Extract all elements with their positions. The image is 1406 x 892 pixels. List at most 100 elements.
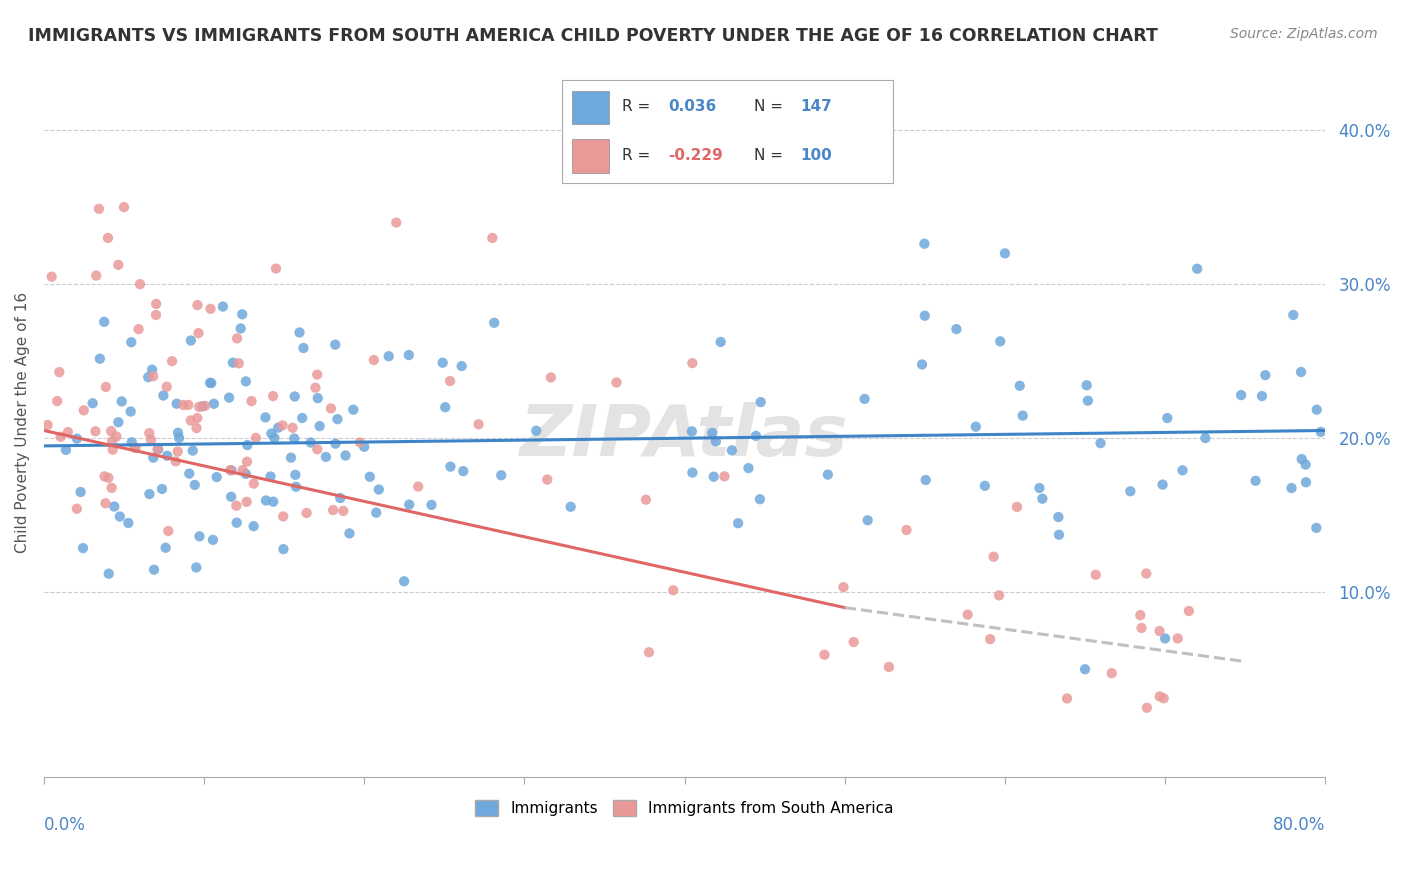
Point: [72, 541, 94, 555]
Point: [156, 449, 179, 463]
Point: [93, 315, 115, 329]
Point: [681, 466, 703, 480]
Point: [120, 404, 142, 418]
Point: [292, 341, 315, 355]
Text: 100: 100: [800, 148, 832, 162]
Point: [262, 494, 284, 508]
Point: [979, 632, 1001, 647]
Point: [179, 467, 201, 481]
Point: [1230, 388, 1253, 402]
Point: [713, 469, 735, 483]
Point: [322, 503, 344, 517]
Point: [273, 542, 295, 557]
Point: [332, 504, 354, 518]
Point: [304, 381, 326, 395]
Point: [560, 500, 582, 514]
Point: [188, 529, 211, 543]
Point: [1156, 411, 1178, 425]
Point: [66, 501, 89, 516]
Point: [37, 417, 59, 432]
Point: [82, 396, 104, 410]
Point: [710, 334, 733, 349]
Point: [853, 392, 876, 406]
Point: [1077, 393, 1099, 408]
Point: [205, 470, 228, 484]
Point: [945, 322, 967, 336]
Point: [200, 301, 222, 316]
Point: [482, 316, 505, 330]
Point: [359, 469, 381, 483]
Point: [225, 516, 247, 530]
Point: [662, 583, 685, 598]
Point: [1306, 402, 1329, 417]
Y-axis label: Child Poverty Under the Age of 16: Child Poverty Under the Age of 16: [15, 293, 30, 553]
Point: [450, 359, 472, 373]
Point: [145, 308, 167, 322]
Text: IMMIGRANTS VS IMMIGRANTS FROM SOUTH AMERICA CHILD POVERTY UNDER THE AGE OF 16 CO: IMMIGRANTS VS IMMIGRANTS FROM SOUTH AMER…: [28, 27, 1159, 45]
Point: [262, 389, 284, 403]
Text: 80.0%: 80.0%: [1272, 815, 1326, 834]
Point: [291, 411, 314, 425]
Point: [703, 469, 725, 483]
Point: [392, 574, 415, 589]
Point: [439, 374, 461, 388]
Point: [335, 449, 357, 463]
FancyBboxPatch shape: [572, 139, 609, 173]
Point: [219, 463, 242, 477]
Point: [201, 533, 224, 547]
Point: [1011, 409, 1033, 423]
Point: [1289, 365, 1312, 379]
Point: [326, 412, 349, 426]
Point: [366, 506, 388, 520]
Text: ZIPAtlas: ZIPAtlas: [520, 402, 849, 472]
Point: [41, 269, 63, 284]
Point: [240, 394, 263, 409]
Point: [56, 425, 79, 439]
Text: Source: ZipAtlas.com: Source: ZipAtlas.com: [1230, 27, 1378, 41]
Point: [1291, 452, 1313, 467]
Point: [101, 434, 124, 449]
Point: [46, 394, 69, 409]
Point: [112, 200, 135, 214]
Point: [142, 369, 165, 384]
Point: [236, 455, 259, 469]
Point: [342, 402, 364, 417]
Point: [420, 498, 443, 512]
Text: 0.0%: 0.0%: [44, 815, 86, 834]
Point: [100, 424, 122, 438]
Point: [184, 478, 207, 492]
Point: [271, 418, 294, 433]
Point: [914, 309, 936, 323]
Point: [1295, 475, 1317, 490]
Point: [254, 493, 277, 508]
Point: [307, 442, 329, 457]
Point: [117, 516, 139, 530]
Point: [315, 450, 337, 464]
Point: [226, 331, 249, 345]
Point: [1076, 378, 1098, 392]
Point: [138, 487, 160, 501]
Point: [1149, 624, 1171, 638]
Point: [1056, 691, 1078, 706]
Point: [55, 442, 77, 457]
Point: [353, 440, 375, 454]
Point: [432, 356, 454, 370]
Point: [177, 398, 200, 412]
Point: [1251, 389, 1274, 403]
Point: [983, 549, 1005, 564]
Text: 147: 147: [800, 99, 832, 114]
Point: [222, 356, 245, 370]
Point: [832, 580, 855, 594]
Point: [727, 516, 749, 531]
Text: N =: N =: [754, 99, 787, 114]
Legend: Immigrants, Immigrants from South America: Immigrants, Immigrants from South Americ…: [470, 795, 900, 822]
Point: [1244, 474, 1267, 488]
Point: [988, 588, 1011, 602]
Point: [721, 443, 744, 458]
Point: [406, 479, 429, 493]
Point: [1305, 521, 1327, 535]
Point: [188, 400, 211, 414]
Point: [638, 645, 661, 659]
Text: R =: R =: [621, 148, 655, 162]
Point: [1047, 510, 1070, 524]
